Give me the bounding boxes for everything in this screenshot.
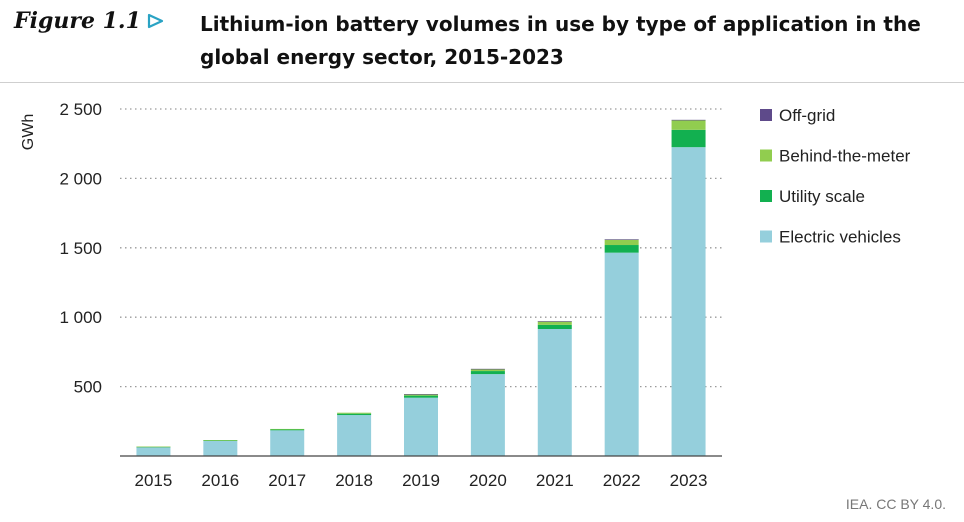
bar-segment-electric-vehicles <box>270 430 305 456</box>
bar-segment-electric-vehicles <box>604 252 639 456</box>
figure-arrow-icon <box>147 13 164 29</box>
legend-label: Off-grid <box>779 106 835 125</box>
x-tick-label: 2015 <box>135 471 173 490</box>
bar-segment-off-grid <box>604 239 639 240</box>
bar-segment-behind-the-meter <box>404 394 438 396</box>
bar-segment-electric-vehicles <box>136 446 171 456</box>
bar-segment-behind-the-meter <box>604 239 639 246</box>
bar-segment-behind-the-meter <box>203 440 238 441</box>
legend-swatch <box>760 109 772 121</box>
bar-segment-utility-scale <box>537 324 572 329</box>
bar-segment-behind-the-meter <box>537 321 572 325</box>
legend-swatch <box>760 230 772 243</box>
bar-segment-electric-vehicles <box>404 397 438 456</box>
x-tick-label: 2016 <box>201 471 239 490</box>
bar-segment-electric-vehicles <box>470 374 505 456</box>
x-tick-label: 2023 <box>670 471 708 490</box>
y-tick-label: 2 000 <box>59 169 102 188</box>
bar-segment-electric-vehicles <box>203 440 238 456</box>
bar-segment-utility-scale <box>270 429 305 431</box>
bar-segment-behind-the-meter <box>136 446 171 448</box>
source-note: IEA. CC BY 4.0. <box>845 496 946 512</box>
y-tick-label: 2 500 <box>59 100 102 119</box>
legend-swatch <box>760 149 772 162</box>
x-tick-label: 2018 <box>335 471 373 490</box>
y-tick-label: 500 <box>74 378 102 397</box>
x-tick-label: 2017 <box>268 471 306 490</box>
bar-segment-behind-the-meter <box>337 412 372 414</box>
bar-segment-off-grid <box>671 119 706 121</box>
x-tick-label: 2019 <box>402 471 440 490</box>
x-tick-label: 2021 <box>536 471 574 490</box>
y-tick-label: 1 000 <box>59 308 102 327</box>
chart-title: Lithium-ion battery volumes in use by ty… <box>200 12 921 69</box>
bar-segment-behind-the-meter <box>270 428 305 430</box>
header-divider <box>0 82 964 83</box>
bar-segment-utility-scale <box>671 129 706 148</box>
x-tick-label: 2022 <box>603 471 641 490</box>
bar-segment-utility-scale <box>470 371 505 375</box>
bar-segment-utility-scale <box>404 395 438 398</box>
bar-segment-utility-scale <box>604 245 639 253</box>
bar-segment-off-grid <box>537 321 572 322</box>
bar-segment-off-grid <box>470 368 505 370</box>
legend-label: Electric vehicles <box>779 228 901 247</box>
legend-label: Behind-the-meter <box>779 147 911 166</box>
bar-segment-electric-vehicles <box>671 147 706 457</box>
x-tick-label: 2020 <box>469 471 507 490</box>
bar-segment-behind-the-meter <box>470 368 505 372</box>
bar-segment-off-grid <box>404 394 438 395</box>
legend-swatch <box>760 190 772 202</box>
bar-segment-electric-vehicles <box>537 328 572 456</box>
bar-segment-electric-vehicles <box>337 415 372 456</box>
y-axis-label: GWh <box>20 114 37 150</box>
figure-label: Figure 1.1 <box>14 8 141 34</box>
bar-segment-utility-scale <box>337 413 372 416</box>
bar-segment-behind-the-meter <box>671 120 706 130</box>
legend-label: Utility scale <box>779 187 865 206</box>
y-tick-label: 1 500 <box>59 239 102 258</box>
